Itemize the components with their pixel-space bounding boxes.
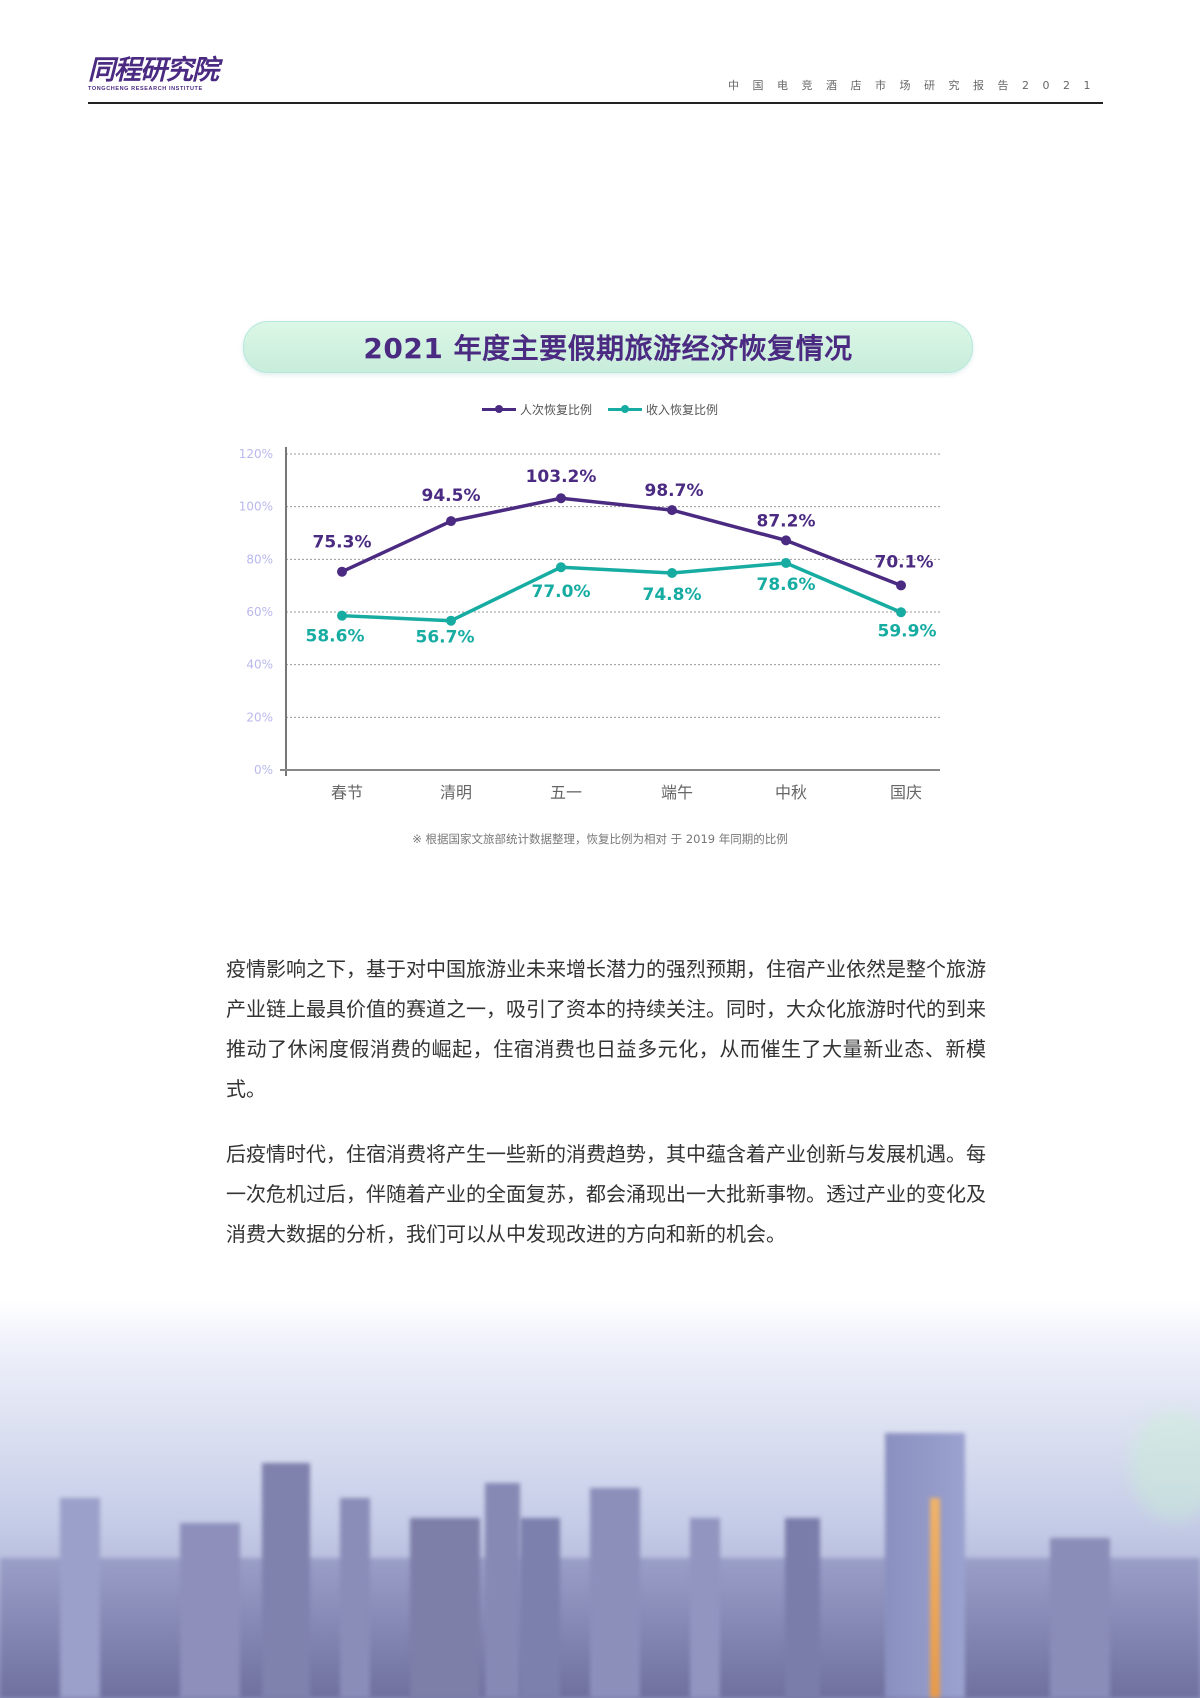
chart-title-banner: 2021 年度主要假期旅游经济恢复情况 [243, 321, 973, 373]
lens-flare [1130, 1410, 1200, 1520]
data-label: 77.0% [532, 582, 591, 602]
y-tick-label: 40% [246, 658, 273, 672]
x-tick-label: 五一 [550, 783, 582, 802]
line-chart: 0% 20% 40% 60% 80% 100% 120% 春节 清明 五一 端午 中秋 国庆 75.3% 9… [239, 447, 940, 802]
y-tick-label: 80% [246, 552, 273, 566]
y-tick-label: 120% [239, 447, 273, 461]
data-point-marker [781, 558, 791, 569]
building [410, 1518, 480, 1698]
data-label: 78.6% [757, 575, 816, 595]
legend-line-marker-icon [481, 405, 516, 413]
building-tower [885, 1433, 965, 1698]
y-tick-label: 60% [246, 605, 273, 619]
x-tick-label: 清明 [440, 783, 472, 802]
x-tick-label: 端午 [661, 783, 693, 802]
building [485, 1483, 520, 1698]
logo-text-en: TONGCHENG RESEARCH INSTITUTE [88, 86, 203, 92]
report-title: 中国电竞酒店市场研究报告2021 [728, 79, 1104, 92]
legend-item-visits: 人次恢复比例 [481, 401, 592, 418]
data-label: 94.5% [422, 486, 481, 506]
building [520, 1518, 560, 1698]
data-label: 98.7% [645, 481, 704, 501]
building [180, 1523, 240, 1698]
chart-title: 2021 年度主要假期旅游经济恢复情况 [363, 332, 853, 365]
data-label: 58.6% [306, 627, 365, 647]
data-point-marker [667, 568, 677, 579]
data-point-marker [337, 610, 347, 621]
series-line [341, 561, 902, 623]
building [690, 1518, 720, 1698]
city-skyline-image [0, 1300, 1200, 1698]
data-label: 75.3% [313, 533, 372, 553]
data-point-marker [556, 493, 566, 504]
logo: 同程研究院 TONGCHENG RESEARCH INSTITUTE [88, 55, 219, 93]
data-point-marker [896, 580, 906, 591]
building [590, 1488, 640, 1698]
data-label: 103.2% [526, 467, 597, 487]
building [340, 1498, 370, 1698]
logo-text-cn: 同程研究院 [88, 55, 219, 86]
building [1050, 1538, 1110, 1698]
y-tick-label: 20% [246, 710, 273, 724]
data-point-marker [556, 562, 566, 573]
x-tick-label: 中秋 [775, 783, 807, 802]
series-line [341, 496, 902, 588]
y-tick-label: 100% [239, 500, 273, 514]
header-divider [88, 102, 1103, 104]
data-point-marker [667, 505, 677, 516]
legend-label: 收入恢复比例 [646, 403, 719, 417]
data-point-marker [781, 535, 791, 546]
body-paragraph-1: 疫情影响之下，基于对中国旅游业未来增长潜力的强烈预期，住宿产业依然是整个旅游产业… [226, 957, 986, 1101]
building [60, 1498, 100, 1698]
data-label: 56.7% [416, 628, 475, 648]
x-tick-label: 春节 [331, 783, 363, 802]
chart-plot-area: 0% 20% 40% 60% 80% 100% 120% 春节 清明 五一 端午 中秋 国庆 75.3% 9… [239, 447, 940, 802]
data-point-marker [446, 516, 456, 527]
data-point-marker [896, 607, 906, 618]
data-label: 70.1% [875, 552, 934, 572]
data-label: 87.2% [757, 511, 816, 531]
chart-legend: 人次恢复比例 收入恢复比例 [0, 401, 1200, 418]
legend-line-marker-icon [608, 405, 642, 413]
data-label: 74.8% [643, 585, 702, 605]
x-tick-label: 国庆 [890, 783, 922, 802]
legend-item-revenue: 收入恢复比例 [608, 401, 718, 418]
chart-footnote: ※ 根据国家文旅部统计数据整理，恢复比例为相对 于 2019 年同期的比例 [412, 832, 788, 846]
body-paragraph-2: 后疫情时代，住宿消费将产生一些新的消费趋势，其中蕴含着产业创新与发展机遇。每一次… [226, 1142, 986, 1246]
data-point-marker [337, 566, 347, 577]
y-tick-label: 0% [254, 763, 273, 777]
building [785, 1518, 820, 1698]
data-point-marker [446, 615, 456, 626]
building-lights [930, 1498, 940, 1698]
building [262, 1463, 310, 1698]
data-label: 59.9% [878, 621, 937, 641]
legend-label: 人次恢复比例 [519, 403, 592, 417]
